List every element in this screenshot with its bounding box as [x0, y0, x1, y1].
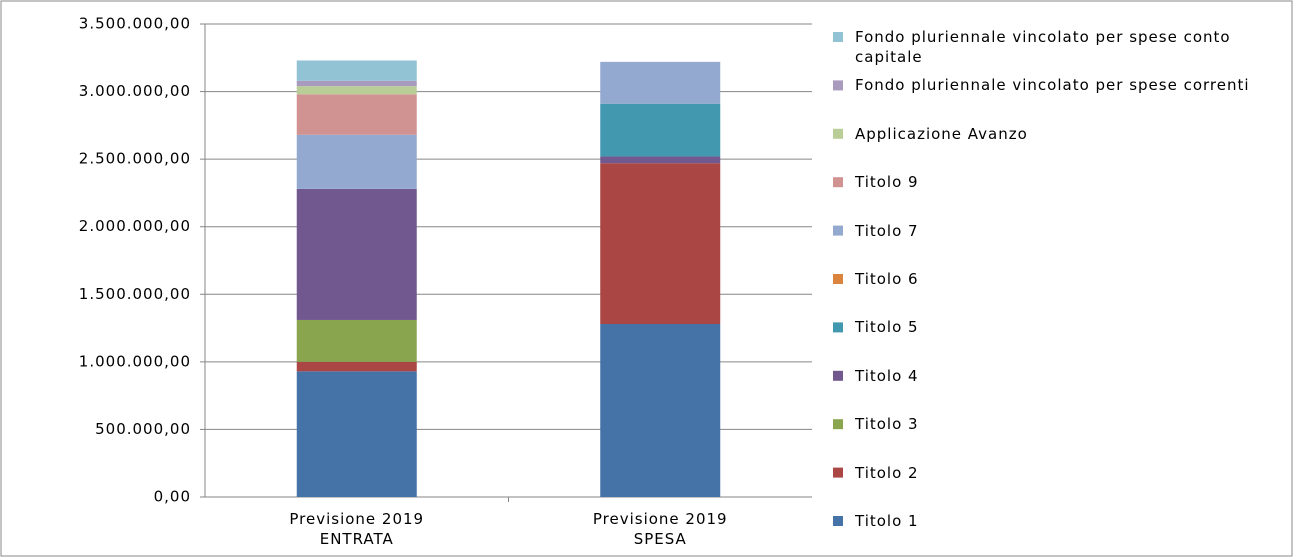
- bar-segment: [600, 324, 721, 497]
- legend-label: Titolo 7: [855, 221, 919, 240]
- legend-marker: [833, 177, 843, 188]
- legend-marker: [833, 516, 843, 526]
- bar-segment: [296, 134, 417, 189]
- bar-segment: [296, 80, 417, 87]
- bar-segment: [296, 94, 417, 135]
- legend-label: Titolo 1: [855, 512, 919, 530]
- y-tick-label: 500.000,00: [95, 420, 191, 438]
- legend-label: Fondo pluriennale vincolato per spese co…: [855, 76, 1250, 95]
- legend-label: Titolo 3: [855, 415, 919, 434]
- bar-segment: [296, 86, 417, 95]
- legend-label: Applicazione Avanzo: [855, 124, 1028, 143]
- y-tick-label: 3.000.000,00: [79, 82, 191, 100]
- y-tick-label: 3.500.000,00: [79, 15, 191, 33]
- legend-label: Titolo 2: [855, 463, 919, 482]
- y-tick-label: 0,00: [154, 488, 191, 506]
- bar-segment: [296, 60, 417, 81]
- legend-marker: [833, 419, 843, 430]
- legend-label: Titolo 5: [855, 318, 919, 337]
- x-tick-label: Previsione 2019 SPESA: [592, 510, 728, 548]
- legend-label: Fondo pluriennale vincolato per spese co…: [855, 28, 1231, 66]
- bar-segment: [600, 163, 721, 325]
- bar-segment: [600, 103, 721, 157]
- bar-segment: [600, 156, 721, 164]
- legend-label: Titolo 4: [855, 366, 919, 385]
- legend-marker: [833, 225, 843, 236]
- y-tick-label: 1.500.000,00: [79, 285, 191, 303]
- y-tick-label: 1.000.000,00: [79, 352, 191, 370]
- legend-marker: [833, 274, 843, 284]
- legend-marker: [833, 80, 843, 91]
- bar-segment: [296, 188, 417, 320]
- legend-marker: [833, 370, 843, 381]
- legend-label: Titolo 9: [855, 173, 919, 192]
- legend-label: Titolo 6: [855, 270, 919, 288]
- legend-marker: [833, 467, 843, 478]
- x-tick-label: Previsione 2019 ENTRATA: [289, 510, 425, 548]
- legend-marker: [833, 322, 843, 333]
- bar-segment: [600, 61, 721, 104]
- y-tick-label: 2.500.000,00: [79, 150, 191, 168]
- bar-segment: [296, 319, 417, 362]
- bar-segment: [296, 371, 417, 497]
- bar-segment: [296, 361, 417, 372]
- y-tick-label: 2.000.000,00: [79, 217, 191, 235]
- legend-marker: [833, 128, 843, 139]
- legend-marker: [833, 32, 843, 42]
